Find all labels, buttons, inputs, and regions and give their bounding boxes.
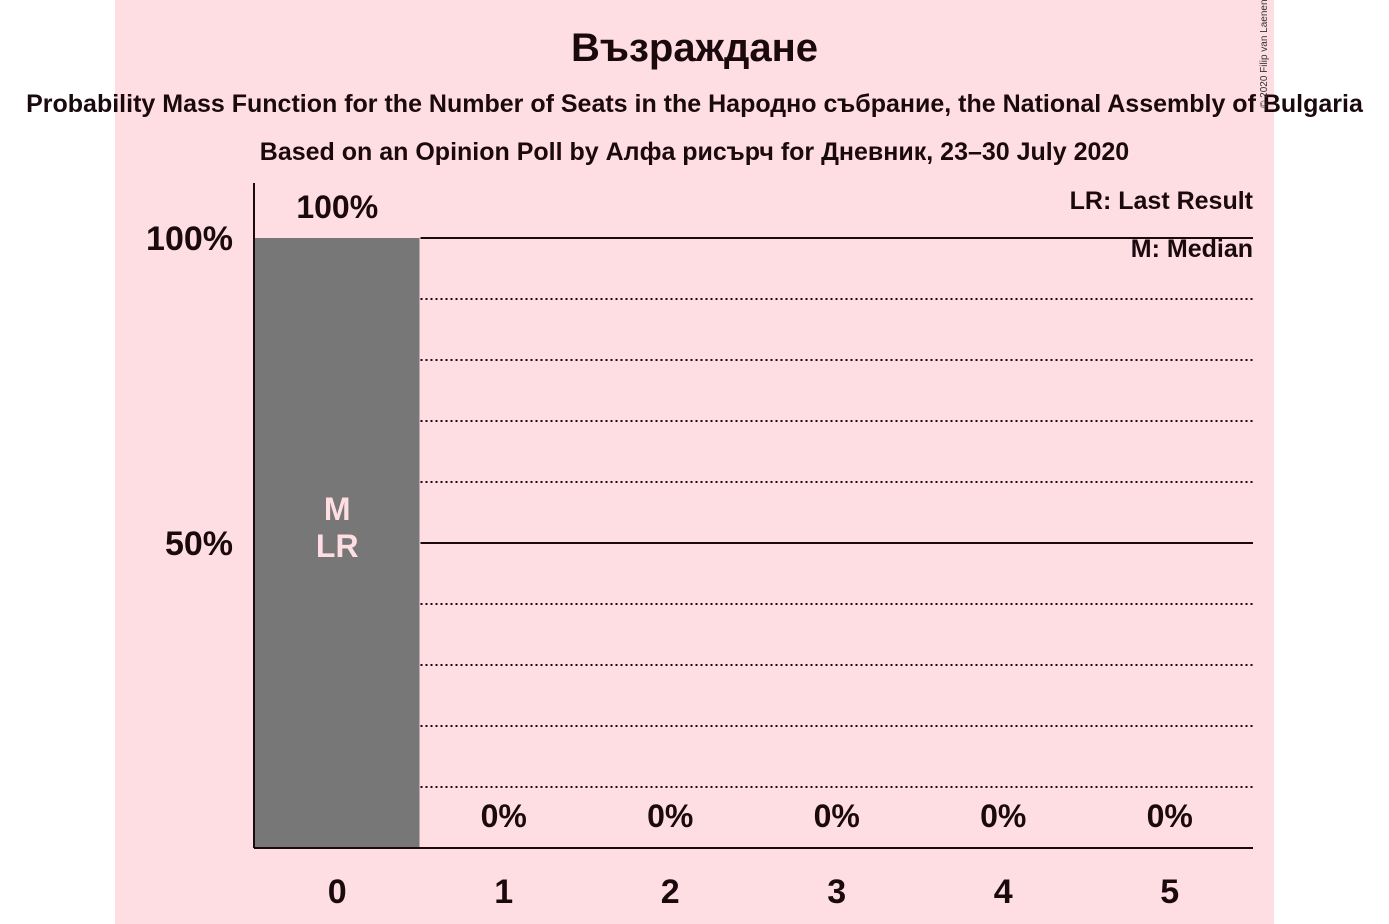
x-tick-label: 4 xyxy=(994,873,1013,911)
legend-median: M: Median xyxy=(1131,235,1253,263)
y-tick-label: 100% xyxy=(146,220,233,258)
data-label: 100% xyxy=(296,189,378,225)
data-label: 0% xyxy=(647,798,693,834)
bar-seat-0 xyxy=(255,238,420,848)
x-tick-label: 0 xyxy=(328,873,347,911)
data-label: 0% xyxy=(1147,798,1193,834)
bar-annotation: LR xyxy=(316,528,359,564)
x-tick-label: 3 xyxy=(827,873,846,911)
x-tick-label: 5 xyxy=(1160,873,1179,911)
poll-source-line: Based on an Opinion Poll by Алфа рисърч … xyxy=(259,138,1130,166)
chart-title: Възраждане xyxy=(570,26,818,70)
label-layer: 50% 100% 0 1 2 3 4 5 100% 0% 0% 0% 0% 0% MLR xyxy=(146,189,1193,911)
grid-layer xyxy=(420,237,1253,788)
x-tick-label: 2 xyxy=(661,873,680,911)
bar-annotation: M xyxy=(324,491,351,527)
x-tick-label: 1 xyxy=(494,873,513,911)
y-tick-label: 50% xyxy=(165,525,233,563)
data-label: 0% xyxy=(980,798,1026,834)
axis-layer xyxy=(253,183,1253,849)
legend-last-result: LR: Last Result xyxy=(1070,187,1254,215)
bar-layer xyxy=(255,238,420,848)
data-label: 0% xyxy=(481,798,527,834)
data-label: 0% xyxy=(814,798,860,834)
chart-subtitle: Probability Mass Function for the Number… xyxy=(26,90,1363,118)
